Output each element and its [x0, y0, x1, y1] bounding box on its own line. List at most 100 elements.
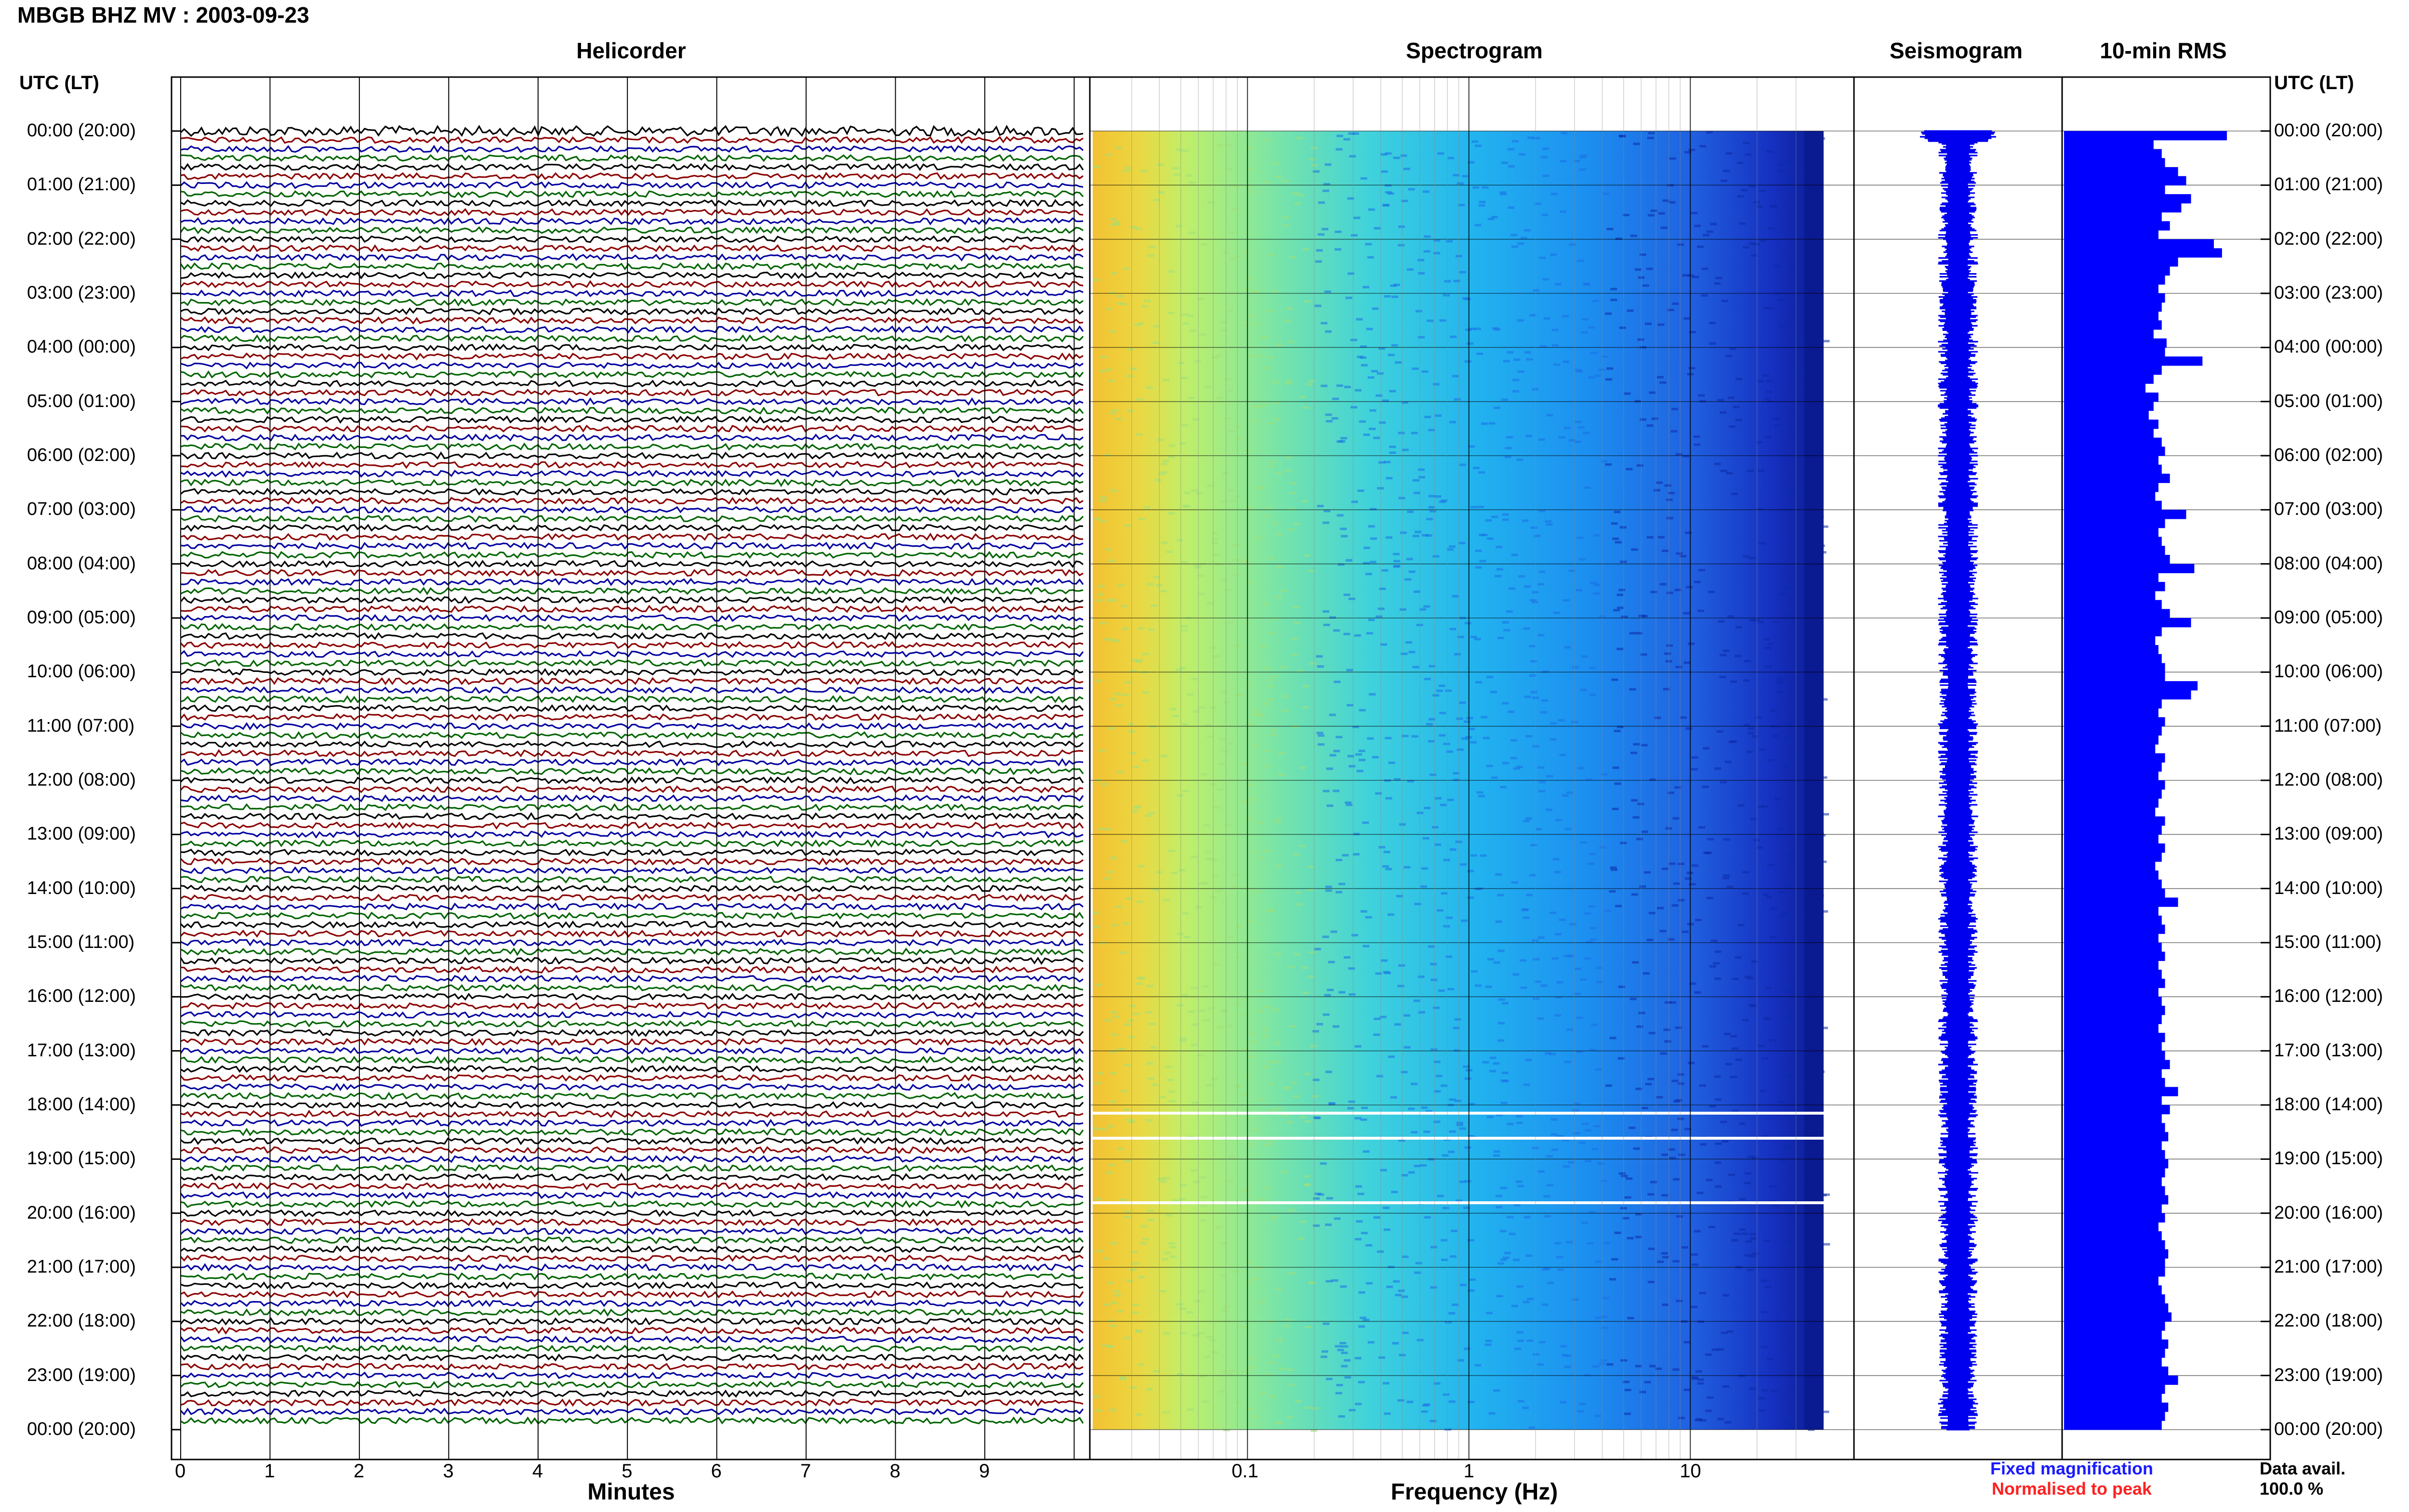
spectrogram-speckle: [1611, 678, 1618, 681]
spectrogram-speckle: [1115, 418, 1123, 421]
spectrogram-speckle: [1137, 1363, 1144, 1366]
spectrogram-speckle: [1635, 1213, 1642, 1216]
spectrogram-speckle: [1649, 1365, 1656, 1367]
rms-bar: [2064, 1195, 2169, 1205]
spectrogram-speckle: [1728, 425, 1735, 428]
spectrogram-speckle: [1227, 621, 1234, 624]
spectrogram-speckle: [1579, 156, 1586, 159]
spectrogram-speckle: [1792, 1219, 1799, 1222]
right-time-label: 06:00 (02:00): [2274, 445, 2383, 465]
spectrogram-speckle: [1117, 1147, 1124, 1150]
spectrogram-speckle: [1714, 1098, 1721, 1101]
right-time-label: 12:00 (08:00): [2274, 770, 2383, 790]
spectrogram-speckle: [1244, 1262, 1252, 1264]
spectrogram-speckle: [1259, 644, 1266, 647]
spectrogram-speckle: [1753, 618, 1760, 621]
spectrogram-speckle: [1741, 1232, 1748, 1235]
spectrogram-speckle: [1382, 399, 1389, 402]
spectrogram-speckle: [1374, 227, 1381, 230]
spectrogram-speckle: [1110, 218, 1117, 221]
spectrogram-speckle: [1275, 1421, 1282, 1424]
spectrogram-speckle: [1678, 1417, 1685, 1420]
spectrogram-speckle: [1668, 201, 1676, 204]
spectrogram-speckle: [1124, 1023, 1131, 1026]
spectrogram-speckle: [1576, 1051, 1583, 1053]
spectrogram-speckle: [1645, 322, 1652, 325]
spectrogram-speckle: [1130, 1268, 1137, 1271]
spectrogram-speckle: [1408, 651, 1416, 654]
spectrogram-speckle: [1398, 497, 1405, 500]
spectrogram-speckle: [1380, 1169, 1387, 1171]
spectrogram-speckle: [1248, 190, 1256, 193]
left-time-label: 06:00 (02:00): [27, 445, 136, 465]
spectrogram-speckle: [1350, 234, 1358, 237]
spectrogram-speckle: [1215, 890, 1222, 893]
spectrogram-speckle: [1286, 1121, 1293, 1124]
spectrogram-speckle: [1136, 398, 1143, 401]
spectrogram-speckle: [1508, 165, 1515, 168]
spectrogram-speckle: [1193, 710, 1200, 713]
spectrogram-speckle: [1699, 1419, 1707, 1422]
spectrogram-speckle: [1468, 445, 1475, 448]
spectrogram-speckle: [1334, 681, 1341, 684]
spectrogram-speckle: [1238, 694, 1245, 697]
spectrogram-speckle: [1641, 615, 1648, 618]
spectrogram-speckle: [1677, 1118, 1684, 1120]
rms-bar: [2064, 1051, 2165, 1060]
spectrogram-speckle: [1457, 1359, 1464, 1362]
spectrogram-speckle: [1442, 1207, 1449, 1210]
spectrogram-speckle: [1304, 1326, 1311, 1328]
spectrogram-speckle: [1562, 360, 1570, 363]
helicorder-trace: [180, 812, 1084, 820]
spectrogram-speckle: [1422, 837, 1430, 840]
spectrogram-speckle: [1335, 1345, 1342, 1348]
spectrogram-speckle: [1202, 1400, 1209, 1403]
spectrogram-speckle: [1314, 1117, 1321, 1119]
spectrogram-speckle: [1610, 299, 1617, 302]
spectrogram-speckle: [1313, 1197, 1320, 1200]
spectrogram-speckle: [1535, 828, 1542, 830]
spectrogram-title: Spectrogram: [1406, 38, 1543, 63]
spectrogram-speckle: [1434, 843, 1442, 846]
spectrogram-speckle: [1381, 170, 1388, 173]
minute-tick-label: 2: [353, 1460, 365, 1482]
spectrogram-speckle: [1637, 338, 1644, 341]
spectrogram-speckle: [1779, 325, 1786, 328]
frequency-tick-label: 0.1: [1231, 1460, 1258, 1482]
spectrogram-speckle: [1730, 740, 1737, 743]
spectrogram-speckle: [1418, 476, 1426, 479]
minute-tick-label: 0: [175, 1460, 186, 1482]
spectrogram-speckle: [1630, 751, 1638, 754]
spectrogram-speckle: [1333, 789, 1340, 792]
spectrogram-speckle: [1307, 569, 1314, 572]
spectrogram-speckle: [1113, 221, 1120, 224]
rms-bar: [2064, 239, 2214, 249]
spectrogram-speckle: [1778, 1101, 1786, 1104]
spectrogram-speckle: [1264, 181, 1271, 184]
spectrogram-speckle: [1520, 237, 1527, 239]
rms-bar: [2064, 798, 2158, 808]
spectrogram-speckle: [1822, 1410, 1829, 1413]
helicorder-trace: [180, 587, 1084, 595]
spectrogram-speckle: [1408, 1171, 1415, 1174]
rms-bar: [2064, 960, 2158, 970]
spectrogram-speckle: [1691, 211, 1698, 214]
spectrogram-speckle: [1742, 1019, 1749, 1022]
helicorder-trace: [180, 1254, 1084, 1262]
spectrogram-speckle: [1135, 660, 1142, 663]
spectrogram-speckle: [1140, 1225, 1148, 1228]
rms-bar: [2064, 347, 2165, 357]
panel-frames: [171, 76, 2271, 1460]
spectrogram-speckle: [1163, 460, 1170, 462]
spectrogram-speckle: [1694, 224, 1701, 227]
spectrogram-speckle: [1761, 1311, 1768, 1314]
spectrogram-speckle: [1354, 634, 1361, 637]
spectrogram-speckle: [1318, 201, 1325, 204]
spectrogram-speckle: [1211, 532, 1218, 535]
spectrogram-speckle: [1420, 885, 1427, 888]
spectrogram-speckle: [1416, 812, 1424, 815]
spectrogram-speckle: [1351, 500, 1358, 503]
spectrogram-speckle: [1584, 1129, 1591, 1132]
spectrogram-speckle: [1514, 1204, 1521, 1207]
spectrogram-speckle: [1698, 826, 1706, 829]
